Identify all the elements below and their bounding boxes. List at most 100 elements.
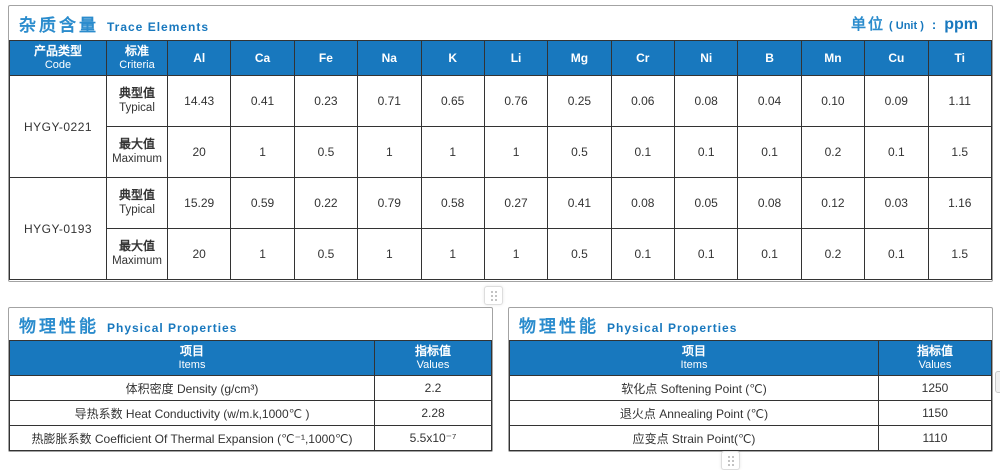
property-label-cell: 退火点 Annealing Point (℃): [509, 400, 879, 426]
phys-left-header-row: 项目 Items 指标值 Values: [9, 340, 492, 376]
value-cell-k: 1: [420, 228, 485, 280]
property-value-cell: 5.5x10⁻⁷: [374, 425, 492, 451]
value-cell-fe: 0.23: [293, 75, 359, 127]
table-row: 应变点 Strain Point(℃) 1110: [509, 425, 992, 451]
column-header-criteria-en: Criteria: [119, 58, 155, 71]
value-cell-mn: 0.2: [800, 126, 866, 178]
value-cell-ni: 0.05: [673, 177, 739, 229]
value-cell-ni: 0.1: [673, 126, 739, 178]
trace-panel-header: 杂质含量 Trace Elements 单位 ( Unit ) : ppm: [9, 6, 992, 40]
trace-elements-table: 产品类型 Code 标准 Criteria Al Ca Fe Na K Li Mg Cr Ni B…: [9, 40, 992, 280]
drag-handle-icon[interactable]: [484, 286, 503, 305]
value-cell-na: 1: [357, 228, 422, 280]
value-cell-k: 1: [420, 126, 485, 178]
value-cell-ca: 1: [230, 228, 295, 280]
value-cell-b: 0.1: [737, 126, 802, 178]
value-cell-k: 0.65: [420, 75, 485, 127]
grip-dots-icon: [490, 290, 493, 293]
value-cell-mg: 0.41: [547, 177, 612, 229]
phys-right-header-row: 项目 Items 指标值 Values: [509, 340, 992, 376]
table-row: 最大值 Maximum 20 1 0.5 1 1 1 0.5 0.1 0.1 0.1 0.2 0.1 1.5: [10, 228, 992, 280]
trace-elements-panel: 杂质含量 Trace Elements 单位 ( Unit ) : ppm 产品…: [8, 5, 993, 282]
property-value-cell: 1150: [878, 400, 992, 426]
value-cell-mg: 0.25: [547, 75, 612, 127]
column-header-items-en: Items: [178, 358, 206, 371]
value-cell-fe: 0.5: [293, 126, 359, 178]
element-header-li: Li: [483, 40, 549, 76]
column-header-items-cn: 项目: [681, 343, 706, 358]
value-cell-b: 0.08: [737, 177, 802, 229]
table-row: 退火点 Annealing Point (℃) 1150: [509, 400, 992, 426]
property-value-cell: 2.2: [374, 375, 492, 401]
table-row: HYGY-0193 典型值 Typical 15.29 0.59 0.22 0.79 0.58…: [9, 177, 992, 280]
phys-right-title-en: Physical Properties: [607, 320, 738, 335]
value-cell-cr: 0.06: [610, 75, 676, 127]
physical-properties-table-right: 项目 Items 指标值 Values 软化点 Softening Point …: [509, 340, 992, 451]
property-label-cell: 应变点 Strain Point(℃): [509, 425, 879, 451]
physical-properties-panel-left: 物理性能 Physical Properties 项目 Items 指标值 Va…: [8, 307, 493, 452]
table-row: HYGY-0221 典型值 Typical 14.43 0.41 0.23 0.71 0.65…: [9, 75, 992, 178]
value-cell-mn: 0.10: [800, 75, 866, 127]
criteria-cell: 典型值 Typical: [106, 75, 168, 127]
value-cell-cu: 0.1: [864, 228, 929, 280]
table-row: 热膨胀系数 Coefficient Of Thermal Expansion (…: [9, 425, 492, 451]
column-header-code-cn: 产品类型: [33, 43, 82, 58]
value-cell-na: 0.79: [357, 177, 422, 229]
trace-title: 杂质含量 Trace Elements: [19, 11, 209, 36]
grip-dots-icon: [727, 455, 730, 458]
property-value-cell: 1250: [878, 375, 992, 401]
property-label-cell: 热膨胀系数 Coefficient Of Thermal Expansion (…: [9, 425, 375, 451]
unit-label-colon: :: [931, 16, 937, 32]
table-row: 导热系数 Heat Conductivity (w/m.k,1000℃ ) 2.2…: [9, 400, 492, 426]
element-header-mn: Mn: [800, 40, 866, 76]
phys-left-header: 物理性能 Physical Properties: [9, 308, 492, 340]
value-cell-b: 0.04: [737, 75, 802, 127]
element-header-cr: Cr: [610, 40, 676, 76]
element-header-ni: Ni: [673, 40, 739, 76]
criteria-cell: 典型值 Typical: [106, 177, 168, 229]
phys-right-title: 物理性能 Physical Properties: [519, 312, 737, 337]
criteria-label-en: Typical: [119, 102, 155, 115]
product-code-cell: HYGY-0193: [9, 177, 107, 280]
criteria-cell: 最大值 Maximum: [106, 228, 168, 280]
column-header-items: 项目 Items: [9, 340, 375, 376]
column-header-items: 项目 Items: [509, 340, 879, 376]
value-cell-cr: 0.1: [610, 126, 676, 178]
value-cell-mn: 0.12: [800, 177, 866, 229]
column-header-items-en: Items: [680, 358, 708, 371]
criteria-cell: 最大值 Maximum: [106, 126, 168, 178]
column-header-criteria-cn: 标准: [124, 43, 149, 58]
trace-title-en: Trace Elements: [107, 19, 210, 34]
value-cell-ti: 1.16: [927, 177, 992, 229]
column-header-values: 指标值 Values: [374, 340, 492, 376]
value-cell-li: 0.27: [483, 177, 549, 229]
element-header-fe: Fe: [293, 40, 359, 76]
property-label-cell: 软化点 Softening Point (℃): [509, 375, 879, 401]
column-header-values-en: Values: [918, 358, 952, 371]
value-cell-na: 0.71: [357, 75, 422, 127]
value-cell-mg: 0.5: [547, 126, 612, 178]
element-header-al: Al: [166, 40, 232, 76]
value-cell-cr: 0.1: [610, 228, 676, 280]
phys-right-header: 物理性能 Physical Properties: [509, 308, 992, 340]
element-header-cu: Cu: [864, 40, 929, 76]
element-header-mg: Mg: [547, 40, 612, 76]
drag-handle-bottom-icon[interactable]: [721, 451, 740, 470]
value-cell-cu: 0.09: [864, 75, 929, 127]
column-header-code: 产品类型 Code: [9, 40, 107, 76]
value-cell-cr: 0.08: [610, 177, 676, 229]
element-header-ca: Ca: [230, 40, 295, 76]
value-cell-al: 14.43: [166, 75, 232, 127]
criteria-label-en: Maximum: [112, 153, 162, 166]
unit-label-paren: ( Unit ): [889, 19, 924, 32]
element-header-b: B: [737, 40, 802, 76]
value-cell-ca: 0.41: [230, 75, 295, 127]
unit-label: 单位 ( Unit ) : ppm: [851, 13, 978, 34]
value-cell-li: 1: [483, 228, 549, 280]
value-cell-na: 1: [357, 126, 422, 178]
value-cell-ti: 1.5: [927, 228, 992, 280]
resize-handle-icon[interactable]: [995, 371, 1000, 393]
value-cell-al: 15.29: [166, 177, 232, 229]
trace-title-cn: 杂质含量: [19, 15, 99, 35]
value-cell-ca: 1: [230, 126, 295, 178]
